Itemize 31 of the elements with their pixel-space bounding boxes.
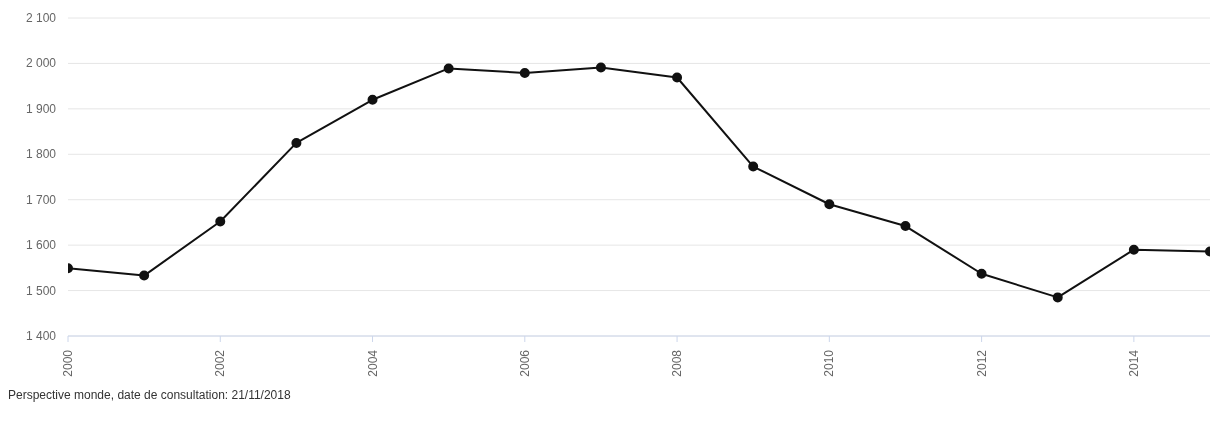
x-tick-label: 2006 [517,349,532,377]
x-tick-label: 2004 [365,349,380,377]
x-tick-label: 2000 [61,349,75,377]
point [291,137,302,148]
point [595,62,606,73]
y-tick-label: 2 000 [25,56,57,71]
point [367,94,378,105]
x-tick-label: 2002 [213,349,228,377]
point [519,67,530,78]
x-tick-label: 2010 [822,349,837,377]
point [748,161,759,172]
x-tick-label: 2008 [670,349,685,377]
point [215,216,226,227]
y-tick-label: 1 600 [25,238,57,253]
x-tick-label: 2012 [974,349,989,377]
point [139,270,150,281]
point [443,63,454,74]
y-tick-label: 1 900 [25,101,57,116]
y-tick-label: 2 100 [25,11,57,25]
point [672,72,683,83]
point [976,268,987,279]
point [1052,292,1063,303]
y-tick-label: 1 800 [25,147,57,162]
point [824,199,835,210]
y-tick-label: 1 500 [25,283,57,298]
text: Perspective monde, date de consultation: 21/11/2018 [8,388,292,402]
y-tick-label: 1 700 [25,192,57,207]
point [1128,244,1139,255]
x-tick-label: 2014 [1126,349,1141,377]
y-tick-label: 1 400 [25,329,57,343]
point [900,221,911,232]
